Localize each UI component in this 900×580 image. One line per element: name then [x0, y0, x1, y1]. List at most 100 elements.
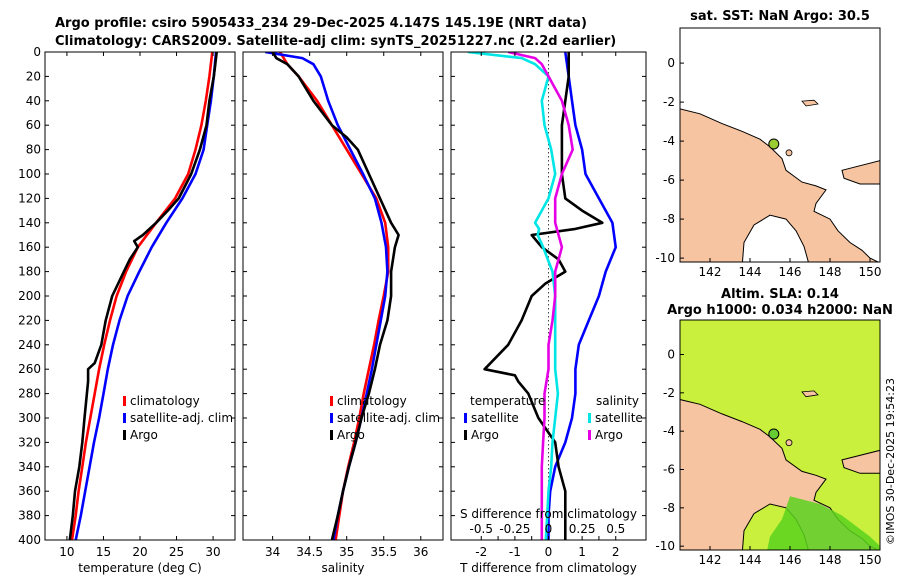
temp-ytick-label: 320 — [18, 435, 41, 449]
sst-land-karkar — [785, 149, 793, 157]
diff-xtick-label: -1 — [509, 545, 521, 559]
temp-ytick-label: 0 — [33, 45, 41, 59]
diff-xtick-label: 1 — [578, 545, 586, 559]
sal-xtick-label: 34.5 — [296, 545, 323, 559]
sla-land-manus — [801, 390, 819, 398]
diff-xtick-label-salinity: 0 — [545, 522, 553, 536]
diff-legend-title-salinity: salinity — [596, 394, 639, 408]
temp-legend-swatch-climatology — [123, 396, 126, 406]
sal-xtick-label: 35.5 — [370, 545, 397, 559]
temp-xtick-label: 20 — [132, 545, 147, 559]
temp-ytick-label: 280 — [18, 387, 41, 401]
sal-legend-label-argo: Argo — [337, 428, 365, 442]
sal-frame — [242, 51, 444, 541]
diff-t-legend-label-satellite: satellite — [471, 411, 519, 425]
temp-ytick-label: 80 — [26, 143, 41, 157]
temp-legend-swatch-satellite-adj-clim — [123, 413, 126, 423]
diff-t-legend-swatch-argo — [464, 430, 467, 440]
temp-xtick-label: 15 — [96, 545, 111, 559]
diff-s-legend-label-argo: Argo — [595, 428, 623, 442]
temp-legend-label-climatology: climatology — [130, 394, 200, 408]
salinity-profile-panel: 34 34.5 35 35.5 36 salinity climatology satelli… — [242, 51, 444, 575]
temp-ytick-label: 220 — [18, 313, 41, 327]
diff-xtick-label: -2 — [475, 545, 487, 559]
sla-xtick-label: 150 — [859, 553, 882, 567]
temp-ytick-label: 100 — [18, 167, 41, 181]
temp-line-satellite-adj-clim — [74, 52, 218, 540]
temp-xtick-label: 10 — [59, 545, 74, 559]
imos-watermark: ©IMOS 30-Dec-2025 19:54:23 — [884, 378, 897, 545]
temp-legend-swatch-argo — [123, 430, 126, 440]
difference-profile-panel: -2 -1 0 1 2 T difference from climatology S di… — [450, 51, 647, 575]
sal-line-climatology — [278, 52, 390, 540]
sla-map-panel: 142 144 146 148 150 0 -2 -4 -6 -8 -10 Altim. SLA: 0… — [655, 287, 892, 567]
sst-xtick-label: 144 — [739, 265, 762, 279]
sst-map-panel: 142 144 146 148 150 0 -2 -4 -6 -8 -10 sat. SST: NaN… — [655, 9, 881, 279]
sla-green-patch — [767, 496, 880, 550]
temp-ytick-label: 160 — [18, 240, 41, 254]
sla-ytick-label: -6 — [663, 463, 675, 477]
sst-argo-marker — [768, 138, 780, 150]
sla-xtick-label: 142 — [699, 553, 722, 567]
sal-legend-label-climatology: climatology — [337, 394, 407, 408]
sst-ocean-gulf — [741, 214, 809, 262]
sal-xlabel: salinity — [321, 561, 364, 575]
sla-ytick-label: -8 — [663, 501, 675, 515]
header-line-2: Climatology: CARS2009. Satellite-adj cli… — [55, 34, 616, 49]
temp-legend-label-satellite-adj-clim: satellite-adj. clim — [130, 411, 233, 425]
temp-ytick-label: 400 — [18, 533, 41, 547]
sst-land-mainland — [680, 108, 880, 262]
sal-legend-label-satellite-adj-clim: satellite-adj. clim — [337, 411, 440, 425]
temp-line-argo — [68, 52, 218, 540]
sla-xtick-label: 146 — [779, 553, 802, 567]
sst-xtick-label: 142 — [699, 265, 722, 279]
temp-ytick-label: 380 — [18, 509, 41, 523]
diff-s-legend-swatch-satellite — [588, 413, 591, 423]
temp-line-climatology — [70, 52, 214, 540]
sal-line-argo — [271, 52, 400, 540]
diff-line-salinity-argo — [507, 52, 575, 540]
temp-ytick-label: 200 — [18, 289, 41, 303]
temp-ytick-label: 60 — [26, 118, 41, 132]
diff-xtick-label-salinity: 0.5 — [606, 522, 625, 536]
temp-ytick-label: 180 — [18, 265, 41, 279]
temp-ytick-label: 140 — [18, 216, 41, 230]
sst-ytick-label: -6 — [663, 173, 675, 187]
sal-xtick-label: 35 — [339, 545, 354, 559]
sst-ytick-label: -2 — [663, 95, 675, 109]
sla-ytick-label: -2 — [663, 386, 675, 400]
sla-land-karkar — [785, 439, 793, 447]
temp-ytick-label: 120 — [18, 191, 41, 205]
sst-land-new-britain — [841, 160, 880, 185]
sst-ytick-label: -8 — [663, 212, 675, 226]
diff-xtick-label: 0 — [545, 545, 553, 559]
diff-t-legend-label-argo: Argo — [471, 428, 499, 442]
diff-xtick-label-salinity: 0.25 — [569, 522, 596, 536]
sla-frame — [679, 319, 881, 551]
sal-xtick-label: 34 — [265, 545, 280, 559]
temp-xtick-label: 25 — [169, 545, 184, 559]
sla-xtick-label: 144 — [739, 553, 762, 567]
diff-t-legend-swatch-satellite — [464, 413, 467, 423]
sst-frame — [679, 27, 881, 263]
sst-xtick-label: 146 — [779, 265, 802, 279]
header-line-1: Argo profile: csiro 5905433_234 29-Dec-2… — [55, 16, 587, 31]
sla-land-new-britain — [841, 449, 880, 474]
temp-ytick-label: 240 — [18, 338, 41, 352]
sst-land-manus — [801, 99, 819, 107]
temp-ytick-label: 20 — [26, 69, 41, 83]
diff-xlabel: T difference from climatology — [459, 561, 637, 575]
sla-ytick-label: -4 — [663, 424, 675, 438]
diff-line-salinity-satellite — [467, 52, 560, 540]
diff-xtick-label: 2 — [612, 545, 620, 559]
diff-xtick-label-salinity: -0.5 — [470, 522, 493, 536]
sal-legend-swatch-satellite-adj-clim — [330, 413, 333, 423]
sal-xtick-label: 36 — [413, 545, 428, 559]
sla-ytick-label: 0 — [667, 348, 675, 362]
sla-title: Altim. SLA: 0.14 — [721, 287, 839, 302]
temp-xlabel: temperature (deg C) — [78, 561, 201, 575]
sal-legend-swatch-climatology — [330, 396, 333, 406]
sal-legend-swatch-argo — [330, 430, 333, 440]
temp-ytick-label: 260 — [18, 362, 41, 376]
diff-legend-title-temperature: temperature — [470, 394, 545, 408]
